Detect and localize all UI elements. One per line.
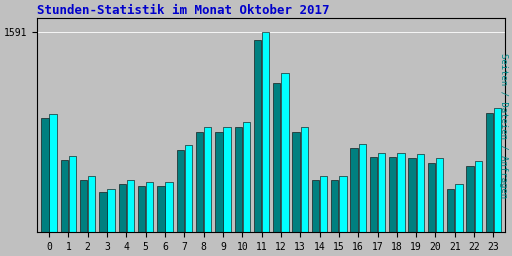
Bar xyxy=(428,163,435,256)
Bar xyxy=(138,186,145,256)
Bar xyxy=(41,118,49,256)
Bar xyxy=(196,132,203,256)
Bar xyxy=(204,127,211,256)
Bar xyxy=(389,157,396,256)
Bar xyxy=(466,166,474,256)
Bar xyxy=(292,132,300,256)
Bar xyxy=(69,156,76,256)
Bar xyxy=(409,158,416,256)
Bar xyxy=(494,108,501,256)
Bar xyxy=(475,161,482,256)
Bar xyxy=(350,148,358,256)
Y-axis label: Seiten / Dateien / Anfragen: Seiten / Dateien / Anfragen xyxy=(499,53,508,198)
Bar xyxy=(49,114,57,256)
Bar xyxy=(234,127,242,256)
Bar xyxy=(108,189,115,256)
Text: Stunden-Statistik im Monat Oktober 2017: Stunden-Statistik im Monat Oktober 2017 xyxy=(37,4,330,17)
Bar xyxy=(486,113,493,256)
Bar xyxy=(273,83,281,256)
Bar xyxy=(146,182,153,256)
Bar xyxy=(417,154,424,256)
Bar xyxy=(281,73,289,256)
Bar xyxy=(119,184,126,256)
Bar xyxy=(455,184,462,256)
Bar xyxy=(99,192,106,256)
Bar xyxy=(80,180,87,256)
Bar xyxy=(397,153,404,256)
Bar xyxy=(358,144,366,256)
Bar xyxy=(60,160,68,256)
Bar xyxy=(254,40,261,256)
Bar xyxy=(88,176,95,256)
Bar xyxy=(312,180,319,256)
Bar xyxy=(177,150,184,256)
Bar xyxy=(157,186,164,256)
Bar xyxy=(320,176,327,256)
Bar xyxy=(378,153,385,256)
Bar xyxy=(301,127,308,256)
Bar xyxy=(447,189,455,256)
Bar xyxy=(331,180,338,256)
Bar xyxy=(262,33,269,256)
Bar xyxy=(126,180,134,256)
Bar xyxy=(223,127,230,256)
Bar xyxy=(436,158,443,256)
Bar xyxy=(243,122,250,256)
Bar xyxy=(370,157,377,256)
Bar xyxy=(165,182,173,256)
Bar xyxy=(339,176,347,256)
Bar xyxy=(185,145,192,256)
Bar xyxy=(215,132,223,256)
